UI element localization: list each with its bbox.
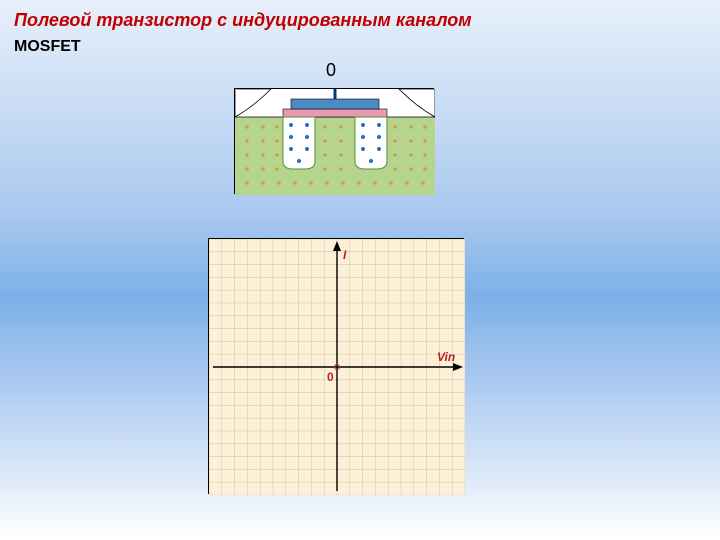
origin-label: 0 — [327, 370, 334, 384]
iv-graph: I Vin 0 — [208, 238, 464, 494]
gate-voltage-label: 0 — [326, 60, 336, 81]
page-subtitle: MOSFET — [14, 38, 81, 56]
mosfet-svg — [235, 89, 435, 195]
page-title: Полевой транзистор с индуцированным кана… — [14, 10, 472, 31]
x-axis-label: Vin — [437, 350, 455, 364]
mosfet-cross-section — [234, 88, 434, 194]
iv-graph-svg: I Vin 0 — [209, 239, 465, 495]
